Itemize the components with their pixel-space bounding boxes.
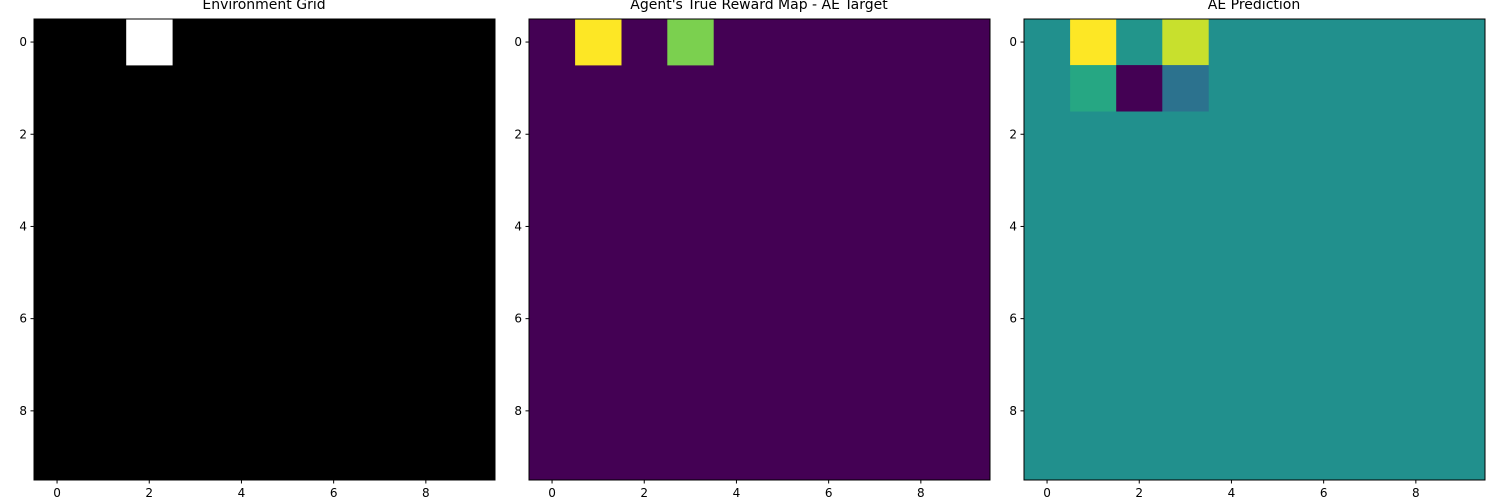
- y-tick-label: 2: [19, 127, 27, 141]
- axes-frame: [528, 18, 991, 481]
- heatmap-background: [34, 19, 495, 480]
- x-tick-label: 8: [422, 486, 430, 500]
- x-tick-label: 6: [330, 486, 338, 500]
- x-tick-label: 2: [1135, 486, 1143, 500]
- heatmap-cell: [1116, 65, 1163, 112]
- heatmap-cell: [1116, 19, 1163, 66]
- y-tick-label: 6: [19, 312, 27, 326]
- y-tick-label: 2: [514, 127, 522, 141]
- heatmap-cell: [575, 19, 622, 66]
- chart-title: Agent's True Reward Map - AE Target: [630, 0, 888, 13]
- heatmap-cell: [1162, 19, 1209, 66]
- chart-title: AE Prediction: [1208, 0, 1300, 13]
- x-tick-label: 0: [1043, 486, 1051, 500]
- y-tick-label: 4: [19, 219, 27, 233]
- x-tick-label: 6: [825, 486, 833, 500]
- x-tick-label: 8: [917, 486, 925, 500]
- heatmap-background: [529, 19, 990, 480]
- y-tick-label: 0: [1009, 35, 1017, 49]
- y-tick-label: 8: [1009, 404, 1017, 418]
- y-tick-label: 6: [1009, 312, 1017, 326]
- y-tick-label: 8: [514, 404, 522, 418]
- axes-frame: [1023, 18, 1486, 481]
- y-tick-label: 2: [1009, 127, 1017, 141]
- x-tick-label: 4: [1228, 486, 1236, 500]
- x-tick-label: 0: [548, 486, 556, 500]
- x-tick-label: 6: [1320, 486, 1328, 500]
- panel-ae-prediction: AE Prediction 0 2 4 6 8 0 2 4 6 8: [1009, 0, 1486, 500]
- chart-title: Environment Grid: [202, 0, 325, 13]
- x-tick-label: 4: [238, 486, 246, 500]
- x-tick-label: 8: [1412, 486, 1420, 500]
- axes-frame: [33, 18, 496, 481]
- panel-true-reward-map: Agent's True Reward Map - AE Target 0 2 4 6…: [514, 0, 991, 500]
- y-tick-label: 4: [514, 219, 522, 233]
- y-tick-label: 6: [514, 312, 522, 326]
- y-tick-label: 0: [514, 35, 522, 49]
- heatmap-cell: [1162, 65, 1209, 112]
- heatmap-cell: [1070, 19, 1117, 66]
- heatmap-cell: [1070, 65, 1117, 112]
- heatmap-cell: [126, 19, 173, 66]
- x-tick-label: 4: [733, 486, 741, 500]
- y-tick-label: 0: [19, 35, 27, 49]
- y-tick-label: 8: [19, 404, 27, 418]
- x-tick-label: 0: [53, 486, 61, 500]
- y-tick-label: 4: [1009, 219, 1017, 233]
- x-tick-label: 2: [145, 486, 153, 500]
- heatmap-cell: [667, 19, 714, 66]
- panel-environment-grid: Environment Grid 0 2 4 6 8 0 2 4 6 8: [19, 0, 496, 500]
- x-tick-label: 2: [640, 486, 648, 500]
